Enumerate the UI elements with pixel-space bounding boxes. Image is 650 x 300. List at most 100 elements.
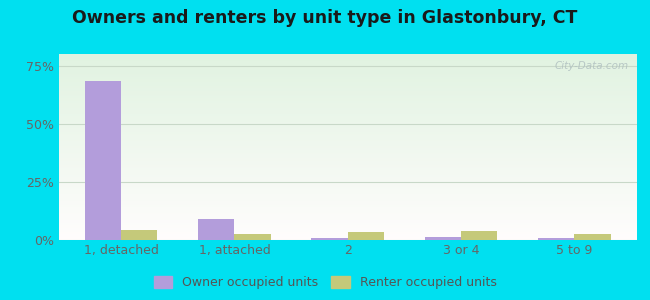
Bar xyxy=(58,239,637,240)
Bar xyxy=(58,208,637,209)
Bar xyxy=(58,160,637,161)
Bar xyxy=(58,85,637,86)
Bar xyxy=(58,166,637,167)
Bar xyxy=(58,79,637,80)
Text: Owners and renters by unit type in Glastonbury, CT: Owners and renters by unit type in Glast… xyxy=(72,9,578,27)
Bar xyxy=(58,151,637,152)
Bar xyxy=(348,232,384,240)
Bar xyxy=(58,83,637,84)
Bar xyxy=(58,209,637,210)
Bar xyxy=(58,161,637,162)
Bar xyxy=(58,136,637,137)
Bar xyxy=(58,117,637,118)
Bar xyxy=(461,231,497,240)
Bar xyxy=(58,143,637,144)
Bar xyxy=(58,193,637,194)
Bar xyxy=(58,211,637,212)
Bar xyxy=(58,68,637,69)
Bar xyxy=(58,182,637,183)
Bar xyxy=(58,100,637,101)
Bar xyxy=(58,238,637,239)
Bar xyxy=(58,129,637,130)
Bar xyxy=(58,153,637,154)
Bar xyxy=(58,176,637,177)
Bar xyxy=(58,227,637,228)
Bar xyxy=(58,75,637,76)
Bar xyxy=(58,168,637,169)
Bar xyxy=(58,104,637,105)
Bar xyxy=(58,66,637,67)
Bar xyxy=(58,72,637,73)
Bar xyxy=(58,186,637,187)
Bar xyxy=(58,175,637,176)
Bar xyxy=(58,215,637,216)
Bar xyxy=(58,154,637,155)
Bar xyxy=(58,229,637,230)
Bar xyxy=(58,82,637,83)
Bar xyxy=(58,123,637,124)
Bar xyxy=(58,170,637,171)
Bar xyxy=(58,162,637,163)
Bar xyxy=(58,181,637,182)
Bar xyxy=(58,219,637,220)
Bar xyxy=(58,157,637,158)
Bar xyxy=(58,101,637,102)
Bar xyxy=(58,190,637,191)
Bar xyxy=(58,108,637,109)
Bar xyxy=(58,133,637,134)
Bar xyxy=(58,118,637,119)
Bar xyxy=(58,203,637,204)
Bar xyxy=(58,70,637,71)
Bar xyxy=(58,185,637,186)
Bar xyxy=(58,165,637,166)
Bar xyxy=(58,233,637,234)
Bar xyxy=(58,156,637,157)
Bar xyxy=(58,95,637,96)
Bar xyxy=(538,238,575,240)
Bar xyxy=(121,230,157,240)
Bar xyxy=(58,120,637,121)
Bar xyxy=(58,177,637,178)
Bar xyxy=(235,234,270,240)
Bar xyxy=(58,237,637,238)
Bar xyxy=(58,174,637,175)
Bar xyxy=(58,199,637,200)
Bar xyxy=(58,213,637,214)
Bar xyxy=(58,188,637,189)
Bar xyxy=(58,63,637,64)
Bar xyxy=(58,234,637,235)
Bar xyxy=(58,103,637,104)
Bar xyxy=(58,173,637,174)
Bar xyxy=(58,189,637,190)
Bar xyxy=(58,111,637,112)
Bar xyxy=(58,56,637,57)
Bar xyxy=(58,204,637,205)
Bar xyxy=(58,91,637,92)
Bar xyxy=(58,126,637,127)
Bar xyxy=(58,127,637,128)
Bar xyxy=(58,74,637,75)
Bar xyxy=(58,194,637,195)
Bar xyxy=(58,149,637,150)
Bar xyxy=(58,88,637,89)
Bar xyxy=(58,107,637,108)
Bar xyxy=(58,138,637,139)
Bar xyxy=(58,62,637,63)
Bar xyxy=(58,187,637,188)
Bar xyxy=(58,224,637,225)
Bar xyxy=(58,205,637,206)
Bar xyxy=(58,146,637,147)
Bar xyxy=(58,212,637,213)
Bar xyxy=(58,198,637,199)
Bar xyxy=(58,78,637,79)
Bar xyxy=(58,67,637,68)
Bar xyxy=(58,98,637,99)
Bar xyxy=(58,159,637,160)
Bar xyxy=(58,135,637,136)
Bar xyxy=(58,76,637,77)
Bar xyxy=(58,116,637,117)
Bar xyxy=(58,86,637,88)
Bar xyxy=(58,231,637,232)
Bar xyxy=(58,110,637,111)
Bar xyxy=(58,179,637,181)
